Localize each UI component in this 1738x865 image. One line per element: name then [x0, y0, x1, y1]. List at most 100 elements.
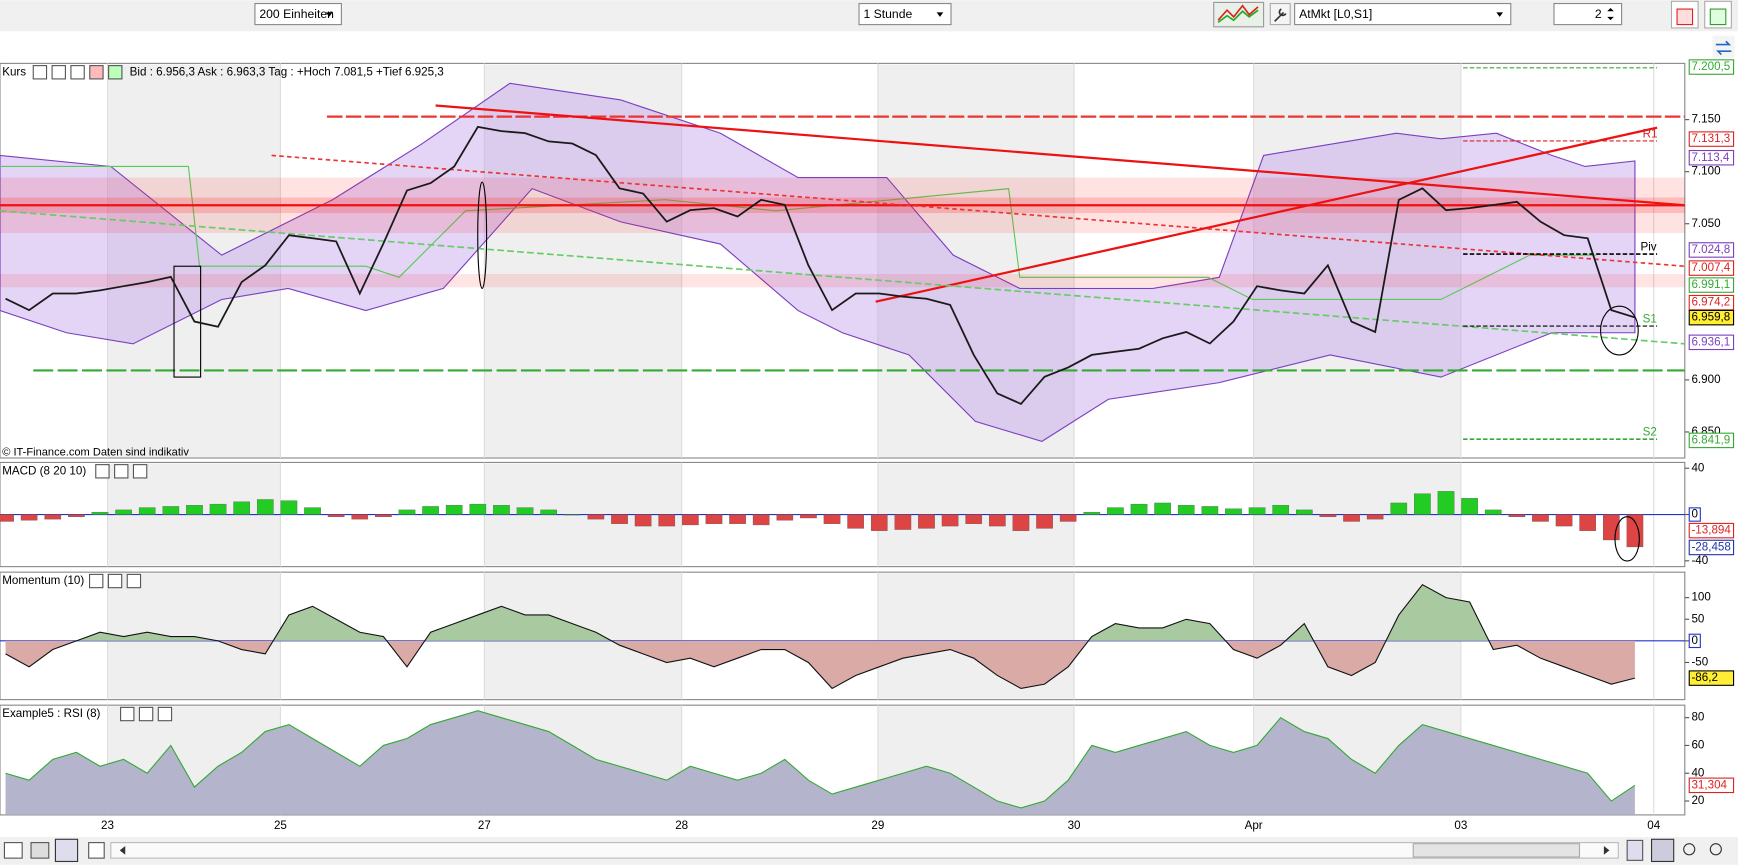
panel-button[interactable] [126, 573, 142, 589]
zoom-fit-button[interactable] [1650, 838, 1675, 863]
y-tick-label: 40 [1691, 461, 1704, 474]
day-shading [107, 64, 281, 457]
x-tick-label: 23 [101, 819, 114, 832]
print-button[interactable] [30, 842, 50, 859]
histogram-bar [1059, 514, 1077, 522]
day-shading [484, 64, 682, 457]
pivot-label: R1 [1643, 127, 1658, 140]
histogram-bar [1626, 514, 1644, 548]
value-label: 7.113,4 [1691, 151, 1729, 164]
dropdown-box[interactable] [858, 2, 952, 26]
histogram-bar [1272, 505, 1290, 515]
dropdown-arrow[interactable] [1496, 12, 1504, 17]
pivot-label: Piv [1640, 240, 1656, 253]
y-tick-label: 7.050 [1691, 217, 1721, 230]
histogram-bar [847, 514, 864, 529]
price-line [5, 125, 1636, 405]
panel-button[interactable] [51, 65, 66, 80]
spinner-arrows[interactable] [1607, 7, 1614, 21]
dropdown-box[interactable] [254, 2, 342, 26]
list-button[interactable] [88, 842, 105, 859]
indicator-overlays [0, 67, 1685, 442]
spinner-box[interactable] [1553, 2, 1623, 26]
value-box [1688, 539, 1735, 556]
panel-button[interactable] [107, 573, 123, 589]
value-label: 6.991,1 [1691, 278, 1730, 291]
interval-dropdown[interactable]: 1 Stunde [858, 2, 952, 26]
panel [0, 461, 1686, 568]
panel-button[interactable] [138, 706, 154, 722]
bollinger-band [0, 82, 1636, 442]
panel-button[interactable] [89, 573, 104, 589]
value-label: -28,458 [1691, 541, 1730, 554]
x-tick-label: 04 [1647, 819, 1660, 832]
dropdown-text[interactable]: 200 Einheiten [259, 7, 334, 21]
panel-button[interactable] [95, 464, 110, 479]
x-tick-label: 27 [478, 819, 491, 832]
histogram-bar [186, 505, 203, 515]
value-label: 31,304 [1691, 778, 1727, 791]
y-tick-label: -40 [1691, 554, 1708, 567]
value-label: 7.131,3 [1691, 132, 1730, 145]
panel-button[interactable] [114, 464, 129, 479]
panel-button[interactable] [89, 65, 104, 80]
tool-button[interactable] [54, 838, 79, 863]
support-zone [0, 273, 1685, 288]
wrench-icon [1274, 8, 1287, 22]
panel-button[interactable] [120, 706, 135, 722]
histogram-bar [138, 507, 156, 515]
histogram-bar [1130, 503, 1148, 515]
histogram-bar [1083, 512, 1101, 515]
histogram-bar [965, 514, 983, 524]
panel-title: MACD (8 20 10) [2, 464, 86, 477]
indicator-icon [1217, 9, 1259, 24]
histogram-bar [327, 514, 345, 518]
histogram-bar [752, 514, 770, 526]
dropdown-arrow[interactable] [325, 12, 333, 17]
panel-button[interactable] [108, 65, 123, 80]
histogram-bar [1532, 514, 1549, 522]
highlight-ellipse [1614, 516, 1640, 562]
histogram-bar [1343, 514, 1360, 522]
histogram-bar [800, 514, 817, 519]
zoom-out-button[interactable] [1683, 843, 1696, 856]
panel-button[interactable] [70, 65, 85, 80]
y-tick-label: 7.150 [1691, 113, 1721, 126]
swap-button[interactable] [1712, 35, 1735, 58]
x-tick-label: Apr [1245, 819, 1263, 832]
panel-button[interactable] [32, 65, 48, 80]
trend-line [0, 209, 1685, 345]
dropdown-arrow[interactable] [936, 12, 944, 17]
panel-button[interactable] [132, 464, 148, 479]
histogram-bar [587, 514, 605, 520]
count-spinner[interactable]: 2 [1553, 2, 1623, 26]
histogram-bar [1461, 498, 1478, 515]
histogram-bar [375, 514, 392, 518]
histogram-bar [209, 503, 227, 515]
scrollbar[interactable] [110, 842, 1619, 859]
value-box [1688, 242, 1735, 258]
tool-button[interactable] [1626, 839, 1644, 861]
histogram-bar [115, 509, 132, 515]
value-label: 6.936,1 [1691, 335, 1730, 348]
mail-button[interactable] [3, 842, 23, 859]
value-label: -13,894 [1691, 524, 1731, 537]
value-box [1688, 309, 1735, 326]
histogram-bar [68, 514, 85, 518]
account-dropdown[interactable]: AtMkt [L0,S1] [1294, 2, 1512, 26]
histogram-bar [233, 501, 250, 515]
y-tick-label: 60 [1691, 739, 1704, 752]
histogram-bar [634, 514, 652, 527]
dropdown-text[interactable]: AtMkt [L0,S1] [1299, 7, 1372, 21]
panel-button[interactable] [157, 706, 173, 722]
scroll-thumb[interactable] [1412, 843, 1581, 858]
histogram-bar [280, 500, 298, 515]
units-dropdown[interactable]: 200 Einheiten [254, 2, 342, 26]
zoom-in-button[interactable] [1709, 843, 1722, 856]
dropdown-text[interactable]: 1 Stunde [863, 7, 912, 21]
spinner-text[interactable]: 2 [1595, 7, 1602, 21]
x-tick-label: 28 [675, 819, 688, 832]
dropdown-box[interactable] [1294, 2, 1512, 26]
histogram-bar [1177, 505, 1195, 515]
